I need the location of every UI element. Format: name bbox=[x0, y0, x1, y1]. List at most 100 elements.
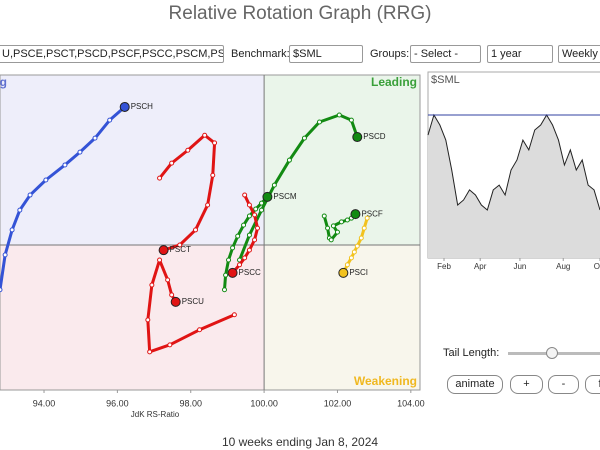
tail-point bbox=[242, 192, 248, 198]
tail-point bbox=[246, 213, 252, 219]
mini-area bbox=[428, 114, 600, 258]
x-tick-label: 102.00 bbox=[324, 398, 352, 408]
tail-point bbox=[157, 175, 163, 181]
tail-point bbox=[107, 117, 113, 123]
slider-knob[interactable] bbox=[546, 347, 558, 359]
tail-point bbox=[210, 172, 216, 178]
tail-point bbox=[241, 222, 247, 228]
tail-point bbox=[255, 225, 261, 231]
tail-point bbox=[361, 225, 367, 231]
x-tick-label: 94.00 bbox=[33, 398, 56, 408]
tail-point bbox=[185, 147, 191, 153]
series-label: PSCH bbox=[131, 102, 153, 111]
quadrant-improving bbox=[0, 75, 265, 245]
page-title: Relative Rotation Graph (RRG) bbox=[168, 3, 432, 24]
symbols-input[interactable]: U,PSCE,PSCT,PSCD,PSCF,PSCC,PSCM,PS( bbox=[0, 45, 224, 63]
tail-point bbox=[328, 237, 334, 243]
animate-button[interactable]: animate bbox=[447, 375, 503, 394]
tail-point bbox=[358, 235, 364, 241]
tail-point bbox=[165, 277, 171, 283]
tail-point bbox=[169, 292, 175, 298]
tail-slider[interactable] bbox=[508, 347, 600, 359]
x-tick-label: 100.00 bbox=[250, 398, 278, 408]
head-point bbox=[262, 191, 273, 202]
quadrant-lagging bbox=[0, 244, 265, 390]
quadrant-weakening bbox=[264, 244, 420, 390]
tail-point bbox=[259, 200, 265, 206]
tail-point bbox=[354, 243, 360, 249]
tail-point bbox=[235, 233, 241, 239]
series-label: PSCM bbox=[273, 192, 296, 201]
tail-length-label: Tail Length: bbox=[443, 347, 500, 359]
quadrant-label: Improving bbox=[0, 75, 7, 89]
tail-point bbox=[253, 206, 259, 212]
tail-point bbox=[271, 182, 277, 188]
plus-button[interactable]: + bbox=[510, 375, 543, 394]
tail-point bbox=[344, 262, 350, 268]
quadrant-label: Weakening bbox=[354, 374, 417, 388]
tail-point bbox=[226, 257, 232, 263]
tail-point bbox=[149, 282, 155, 288]
tail-point bbox=[0, 287, 3, 293]
x-tick-label: 104.00 bbox=[397, 398, 425, 408]
minus-button[interactable]: - bbox=[548, 375, 579, 394]
tail-point bbox=[231, 312, 237, 318]
tail-point bbox=[157, 257, 163, 263]
tail-point bbox=[334, 229, 340, 235]
head-point bbox=[119, 101, 130, 112]
tail-point bbox=[344, 217, 350, 223]
tail-point bbox=[62, 162, 68, 168]
tail-point bbox=[246, 232, 252, 238]
mini-x-tick-label: Feb bbox=[437, 262, 451, 271]
series-label: PSCC bbox=[239, 268, 261, 277]
period-select[interactable]: 1 year bbox=[487, 45, 553, 63]
groups-select[interactable]: - Select - bbox=[410, 45, 481, 63]
tail-point bbox=[321, 213, 327, 219]
tail-point bbox=[167, 342, 173, 348]
head-point bbox=[227, 267, 238, 278]
series-label: PSCF bbox=[361, 209, 382, 218]
quadrant-label: Leading bbox=[371, 75, 417, 89]
head-point bbox=[338, 267, 349, 278]
frequency-select[interactable]: Weekly bbox=[558, 45, 600, 63]
tail-point bbox=[351, 249, 357, 255]
mini-title: $SML bbox=[431, 74, 460, 86]
tail-line bbox=[158, 133, 217, 252]
head-point bbox=[170, 296, 181, 307]
mini-line bbox=[427, 113, 600, 211]
tail-line bbox=[222, 195, 269, 290]
series-label: PSCU bbox=[182, 297, 204, 306]
tail-point bbox=[145, 317, 151, 323]
tail-point bbox=[325, 225, 331, 231]
mini-x-tick-label: Oct bbox=[594, 262, 600, 271]
tail-point bbox=[286, 157, 292, 163]
tail-point bbox=[252, 212, 258, 218]
benchmark-label: Benchmark: bbox=[231, 48, 290, 60]
tail-point bbox=[242, 255, 248, 261]
tail-point bbox=[169, 160, 175, 166]
x-axis-label: JdK RS-Ratio bbox=[131, 410, 180, 419]
head-point bbox=[350, 209, 361, 220]
x-tick-label: 98.00 bbox=[179, 398, 202, 408]
full-button[interactable]: f bbox=[585, 375, 600, 394]
tail-point bbox=[223, 272, 229, 278]
tail-point bbox=[27, 192, 33, 198]
tail-point bbox=[348, 117, 354, 123]
benchmark-input[interactable]: $SML bbox=[289, 45, 363, 63]
tail-point bbox=[202, 132, 208, 138]
tail-point bbox=[339, 219, 345, 225]
tail-point bbox=[77, 149, 83, 155]
series-label: PSCI bbox=[349, 268, 368, 277]
tail-point bbox=[348, 255, 354, 261]
x-tick-label: 96.00 bbox=[106, 398, 129, 408]
tail-point bbox=[212, 140, 218, 146]
tail-point bbox=[2, 252, 8, 258]
series-label: PSCD bbox=[363, 132, 385, 141]
tail-point bbox=[221, 287, 227, 293]
tail-point bbox=[205, 202, 211, 208]
tail-point bbox=[43, 177, 49, 183]
mini-x-tick-label: Aug bbox=[556, 262, 570, 271]
tail-point bbox=[364, 215, 370, 221]
tail-point bbox=[246, 202, 252, 208]
